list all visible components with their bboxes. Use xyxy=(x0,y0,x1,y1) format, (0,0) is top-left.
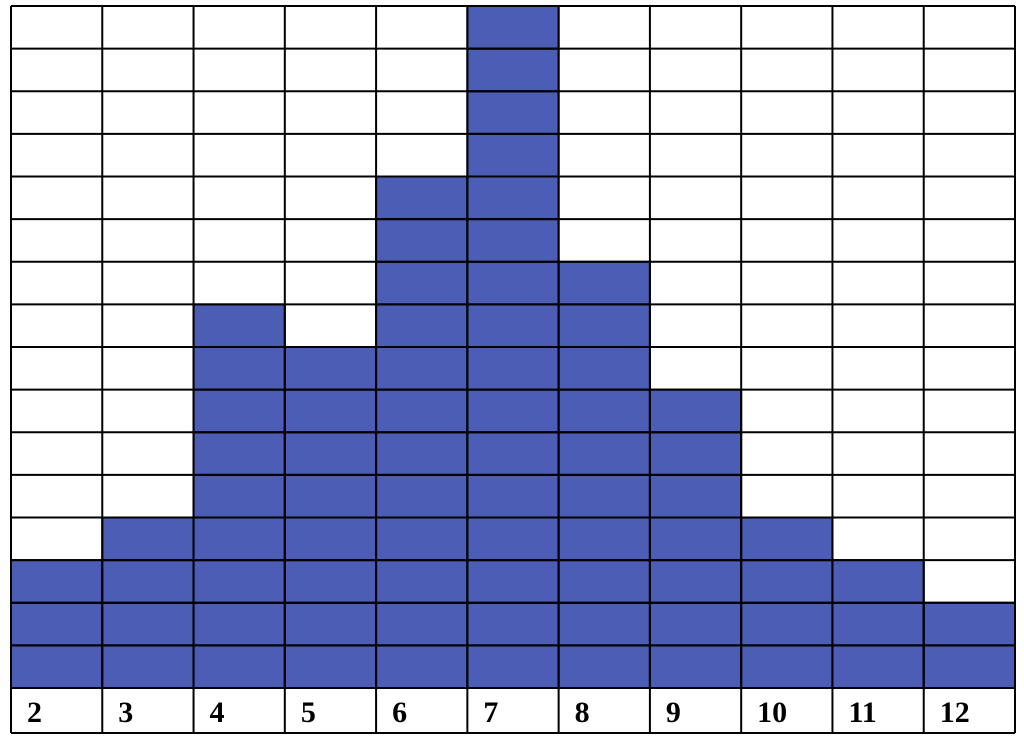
bar-4 xyxy=(192,303,286,689)
bar-9 xyxy=(648,388,743,689)
bar-cell xyxy=(648,388,743,434)
bar-11 xyxy=(831,559,925,689)
bar-cell xyxy=(466,5,560,50)
x-tick-label: 11 xyxy=(848,696,876,729)
bar-cell xyxy=(831,644,925,689)
bar-cell xyxy=(192,431,286,476)
bar-cell xyxy=(557,644,651,689)
bar-cell xyxy=(283,516,378,562)
bar-cell xyxy=(466,132,560,178)
bar-cell xyxy=(375,644,469,689)
bar-cell xyxy=(192,601,286,647)
x-tick-label: 6 xyxy=(392,696,407,729)
bar-cell xyxy=(283,644,378,689)
grid-lines xyxy=(10,5,1016,734)
bar-cell xyxy=(466,346,560,391)
bar-cell xyxy=(375,388,469,434)
bar-cell xyxy=(466,218,560,263)
bar-cell xyxy=(192,473,286,519)
bar-cell xyxy=(557,473,651,519)
bar-cell xyxy=(101,516,195,562)
bar-cell xyxy=(466,431,560,476)
bar-7 xyxy=(466,5,560,689)
bar-cell xyxy=(375,303,469,348)
bar-cell xyxy=(283,346,378,391)
bar-10 xyxy=(740,516,834,689)
bar-cell xyxy=(557,303,651,348)
bar-cell xyxy=(557,516,651,562)
bar-cell xyxy=(466,473,560,519)
bar-cell xyxy=(101,644,195,689)
bar-cell xyxy=(101,601,195,647)
bar-cell xyxy=(283,388,378,434)
bar-cell xyxy=(101,559,195,604)
bar-cell xyxy=(648,431,743,476)
bar-cell xyxy=(375,218,469,263)
bar-cell xyxy=(557,601,651,647)
x-tick-label: 4 xyxy=(210,696,225,729)
bar-cell xyxy=(557,260,651,306)
bar-cell xyxy=(10,644,104,689)
bar-cell xyxy=(283,431,378,476)
bar-cell xyxy=(648,516,743,562)
bar-cell xyxy=(740,644,834,689)
bar-cell xyxy=(192,303,286,348)
bar-cell xyxy=(466,559,560,604)
bar-cell xyxy=(192,644,286,689)
bar-cell xyxy=(375,175,469,221)
bar-cell xyxy=(466,90,560,135)
bar-cell xyxy=(192,516,286,562)
bar-cell xyxy=(466,47,560,93)
x-tick-label: 8 xyxy=(575,696,590,729)
bar-cell xyxy=(466,601,560,647)
x-tick-label: 12 xyxy=(940,696,970,729)
bar-cell xyxy=(557,346,651,391)
bar-cell xyxy=(557,559,651,604)
bar-cell xyxy=(466,303,560,348)
bar-cell xyxy=(283,601,378,647)
bar-cell xyxy=(192,559,286,604)
bar-2 xyxy=(10,559,104,689)
bar-cell xyxy=(740,559,834,604)
bar-cell xyxy=(740,516,834,562)
bar-cell xyxy=(648,601,743,647)
bar-cell xyxy=(466,388,560,434)
x-tick-labels: 2 3 4 5 6 7 8 9 10 11 12 xyxy=(27,696,970,729)
bar-cell xyxy=(466,644,560,689)
bar-3 xyxy=(101,516,195,689)
bar-cell xyxy=(831,559,925,604)
bar-cell xyxy=(466,516,560,562)
bar-cell xyxy=(192,388,286,434)
x-tick-label: 10 xyxy=(757,696,787,729)
bar-cell xyxy=(375,431,469,476)
bar-cell xyxy=(192,346,286,391)
bar-cell xyxy=(375,516,469,562)
bar-cell xyxy=(375,473,469,519)
x-tick-label: 7 xyxy=(483,696,498,729)
bar-cell xyxy=(922,644,1017,689)
bar-cell xyxy=(557,431,651,476)
bar-cell xyxy=(557,388,651,434)
x-tick-label: 3 xyxy=(118,696,133,729)
bar-cell xyxy=(466,175,560,221)
bar-cell xyxy=(10,559,104,604)
bar-cell xyxy=(740,601,834,647)
bar-cell xyxy=(375,601,469,647)
x-tick-label: 5 xyxy=(301,696,316,729)
bar-cell xyxy=(648,473,743,519)
bar-cell xyxy=(648,644,743,689)
bar-cell xyxy=(922,601,1017,647)
bar-cell xyxy=(466,260,560,306)
bar-cell xyxy=(10,601,104,647)
bar-cell xyxy=(375,559,469,604)
x-tick-label: 9 xyxy=(666,696,681,729)
bar-cell xyxy=(283,473,378,519)
bar-cell xyxy=(831,601,925,647)
x-tick-label: 2 xyxy=(27,696,42,729)
bar-cell xyxy=(375,346,469,391)
bar-cell xyxy=(375,260,469,306)
bar-cell xyxy=(283,559,378,604)
bar-cell xyxy=(648,559,743,604)
